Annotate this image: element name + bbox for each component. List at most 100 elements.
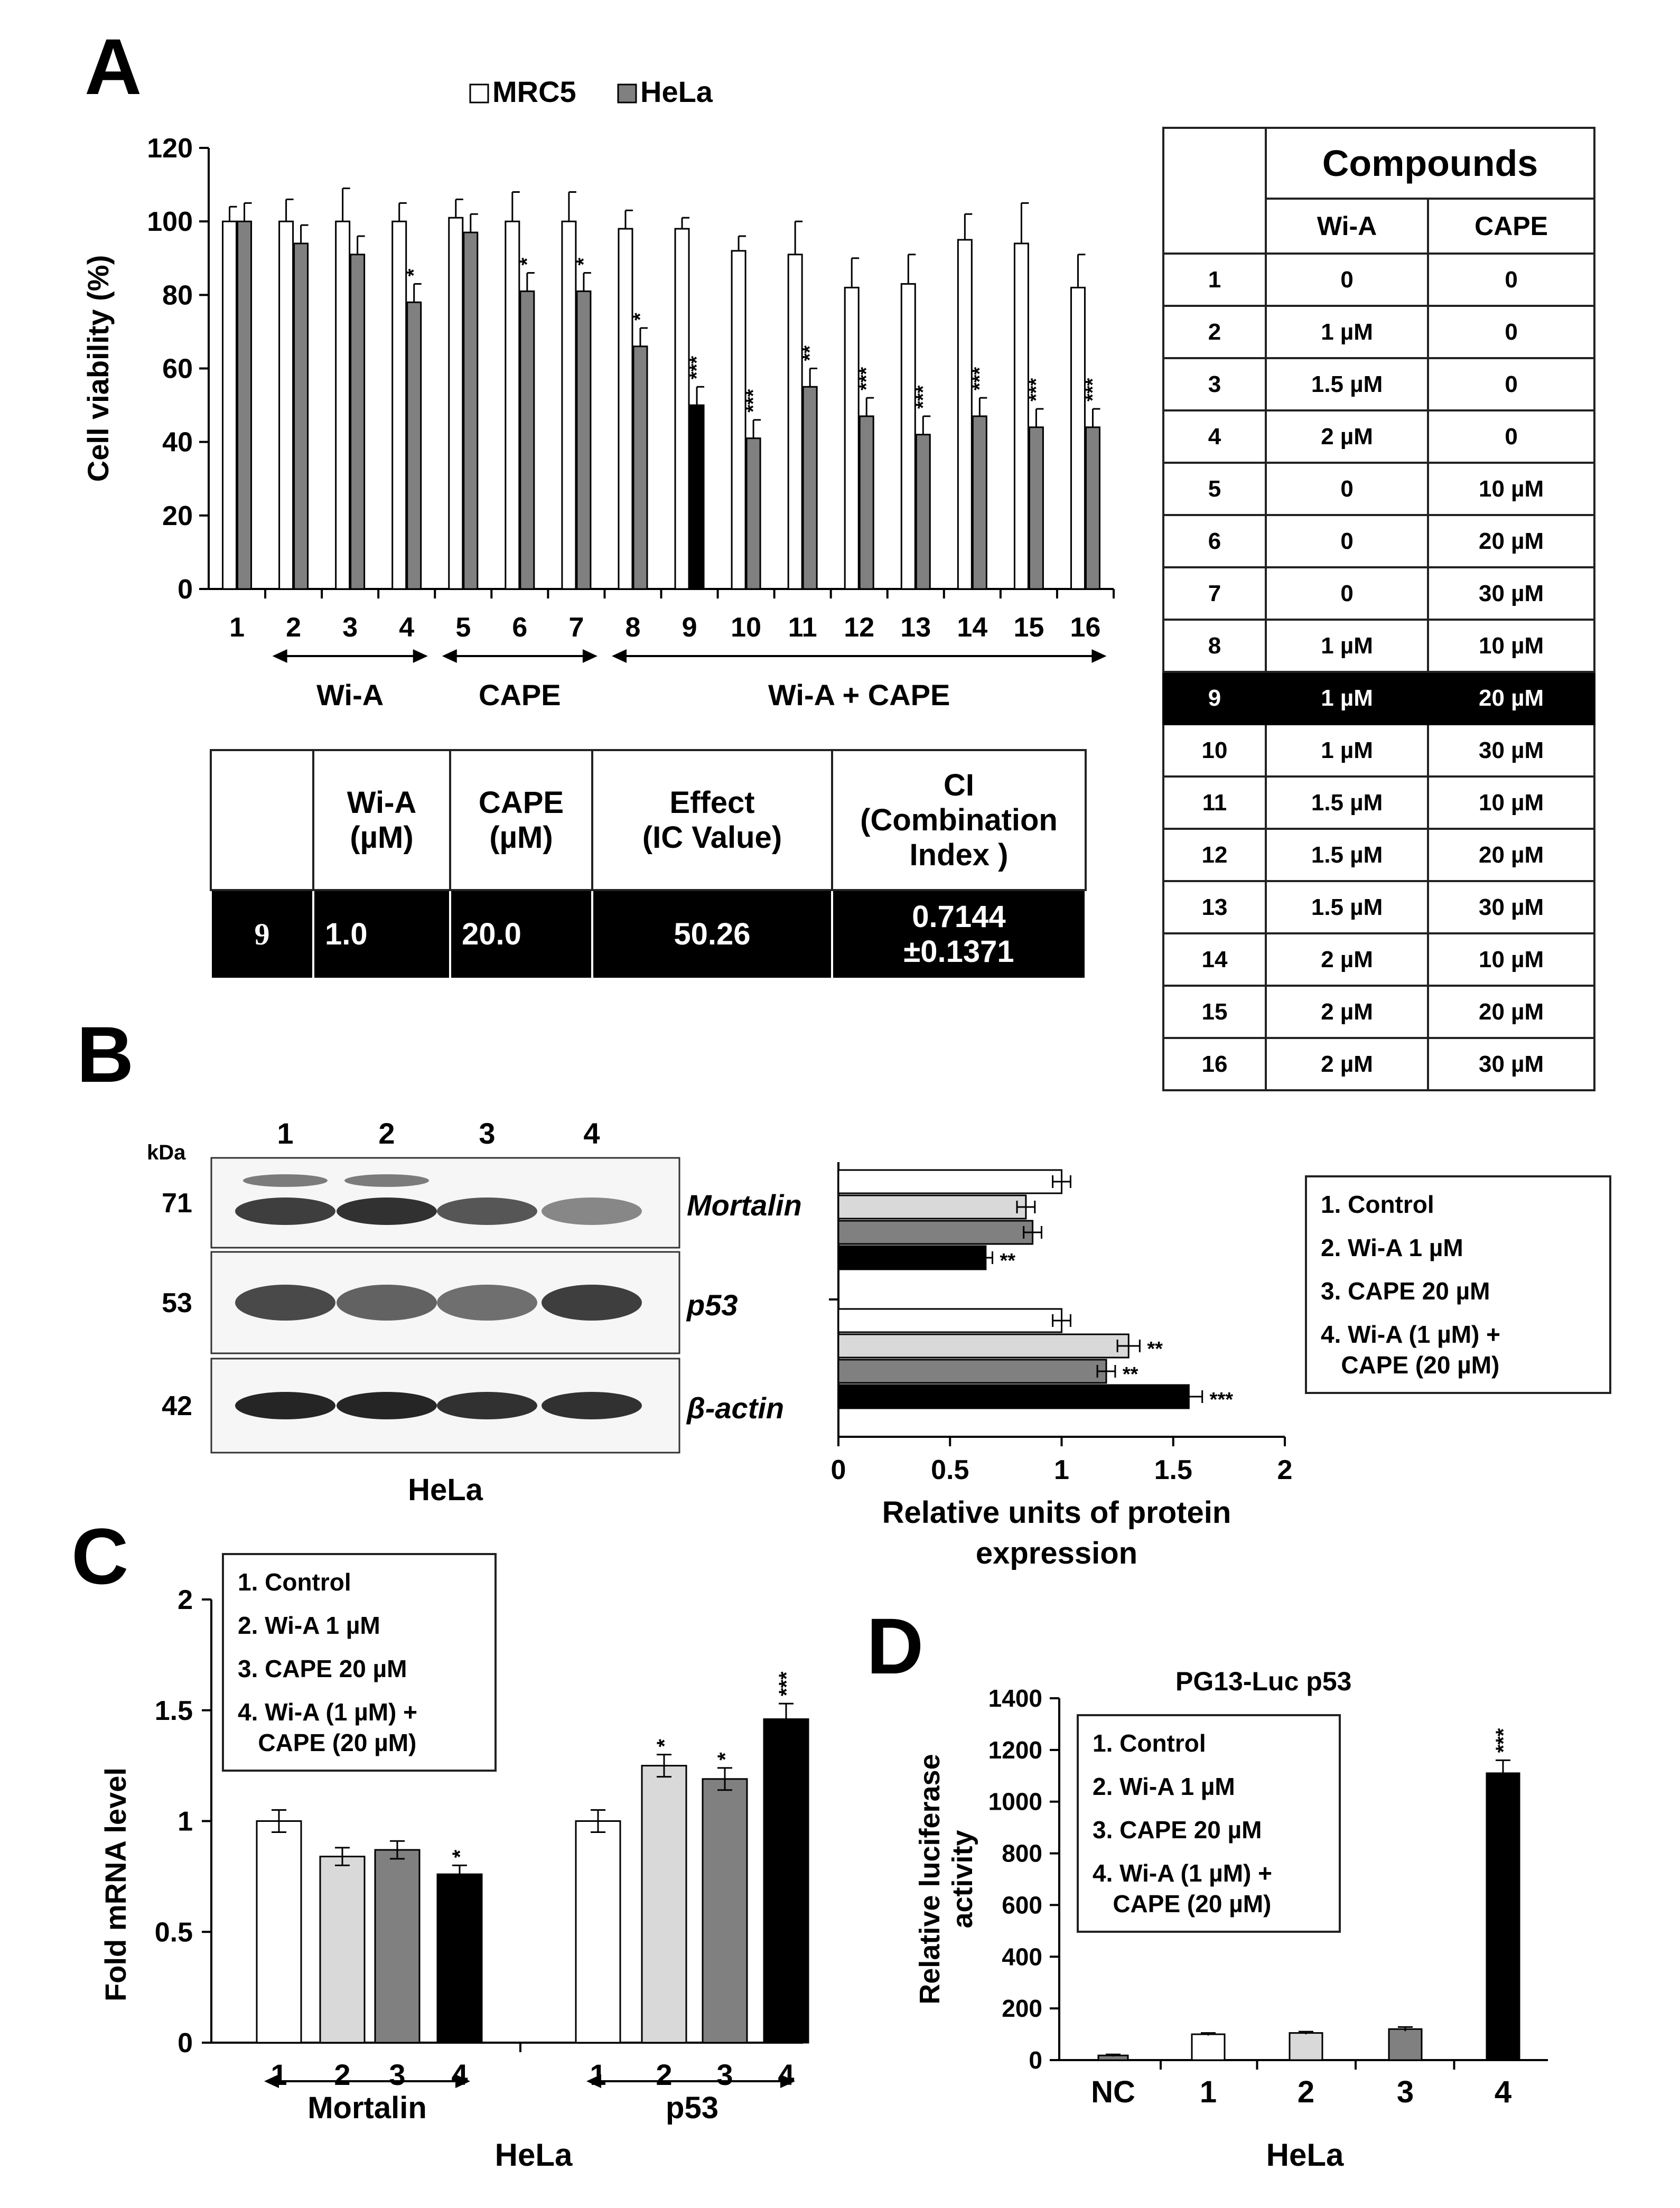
bar-b	[837, 1194, 1027, 1220]
y-tick-label-d: 1000	[988, 1788, 1042, 1816]
y-tick-label-a: 60	[162, 354, 193, 385]
bar-mrc5	[335, 220, 351, 590]
group-arrow-mortalin-head-right	[455, 2074, 470, 2088]
bar-mrc5	[278, 220, 294, 590]
significance-a: ***	[1081, 378, 1104, 401]
compound-number-cell: 2	[1162, 305, 1267, 359]
x-tick-label-a: 12	[844, 612, 874, 643]
y-axis-label-c: Fold mRNA level	[99, 1767, 132, 2001]
x-tick-label-c: 3	[389, 2058, 405, 2091]
bar-c	[374, 1849, 421, 2044]
y-tick-label-a: 40	[162, 427, 193, 458]
x-tick-label-a: 3	[342, 612, 358, 643]
x-tick-label-a: 11	[788, 612, 817, 643]
band-name-label: p53	[686, 1288, 738, 1322]
legend-d: 1. Control 2. Wi-A 1 µM 3. CAPE 20 µM 4. Wi…	[1077, 1714, 1341, 1933]
cape-dose-cell: 20 µM	[1427, 514, 1595, 568]
ci-value-ci-line2: ±0.1371	[903, 934, 1014, 969]
blot-band	[542, 1197, 642, 1225]
x-tick-label-a: 16	[1070, 612, 1101, 643]
significance-a: *	[516, 258, 538, 266]
group-arrow-mortalin-head-left	[264, 2074, 279, 2088]
ci-value-ci: 0.7144 ±0.1371	[831, 889, 1087, 980]
x-tick-label-c: 3	[716, 2058, 733, 2091]
group-label-mortalin: Mortalin	[307, 2091, 427, 2125]
significance-a: ***	[686, 356, 708, 380]
bar-d	[1486, 1772, 1520, 2061]
compounds-row: 11 1.5 µM 10 µM	[1162, 775, 1595, 830]
compounds-row: 13 1.5 µM 30 µM	[1162, 880, 1595, 934]
blot-band	[542, 1285, 642, 1321]
panel-label-a: A	[85, 22, 142, 111]
wia-dose-cell: 0	[1264, 252, 1430, 307]
bar-hela	[745, 437, 761, 590]
compound-number-cell: 5	[1162, 462, 1267, 516]
bar-c	[256, 1820, 302, 2044]
compound-number-cell: 1	[1162, 252, 1267, 307]
compound-number-cell: 4	[1162, 409, 1267, 464]
legend-item: 3. CAPE 20 µM	[1321, 1277, 1490, 1305]
significance-c: ***	[775, 1671, 798, 1696]
bar-hela	[802, 386, 818, 590]
x-tick-label-a: 5	[455, 612, 471, 643]
y-tick-label-a: 120	[147, 133, 193, 164]
blot-band	[437, 1285, 537, 1321]
legend-item: 1. Control	[1093, 1729, 1206, 1757]
panel-label-c: C	[71, 1512, 129, 1601]
x-tick-label-a: 14	[957, 612, 987, 643]
bar-hela	[519, 290, 535, 590]
ci-value-effect: 50.26	[591, 889, 833, 980]
cape-dose-cell: 10 µM	[1427, 775, 1595, 830]
compounds-title: Compounds	[1265, 127, 1595, 200]
significance-b: **	[1000, 1250, 1016, 1272]
band-name-label: β-actin	[686, 1391, 784, 1425]
blot-band	[235, 1197, 335, 1225]
wia-dose-cell: 0	[1264, 462, 1430, 516]
group-arrow-combo-head-left	[611, 649, 627, 663]
bar-hela	[858, 415, 874, 590]
x-tick-label-a: 1	[229, 612, 245, 643]
group-label-combo: Wi-A + CAPE	[768, 678, 950, 712]
bar-mrc5	[957, 239, 973, 590]
significance-b: ***	[1210, 1389, 1234, 1411]
wia-dose-cell: 2 µM	[1264, 932, 1430, 987]
x-tick-label-c: 4	[451, 2058, 468, 2091]
x-tick-label-a: 9	[682, 612, 697, 643]
western-blot: kDa 1 2 3 4 71 Mortalin 53 p53 42 β-actin HeLa	[147, 1117, 802, 1507]
compound-number-cell: 3	[1162, 357, 1267, 411]
significance-a: *	[573, 258, 595, 266]
group-arrow-wia-head-right	[413, 649, 428, 663]
bar-hela	[463, 231, 479, 590]
x-tick-label-b: 1	[1054, 1455, 1069, 1485]
ci-header-ci-line3: Index )	[909, 837, 1009, 872]
ci-header-effect: Effect (IC Value)	[591, 749, 833, 891]
wia-dose-cell: 1 µM	[1264, 619, 1430, 673]
blot-band	[337, 1197, 437, 1225]
y-tick-label-a: 20	[162, 501, 193, 531]
bar-b	[837, 1245, 987, 1270]
y-tick-label-d: 1200	[988, 1736, 1042, 1764]
compounds-col-wia: Wi-A	[1264, 198, 1430, 255]
bar-mrc5	[391, 220, 407, 590]
cape-dose-cell: 10 µM	[1427, 462, 1595, 516]
bar-d	[1289, 2032, 1323, 2061]
molecular-weight-label: 53	[162, 1288, 192, 1318]
blot-band	[235, 1392, 335, 1419]
bar-hela	[1085, 426, 1100, 590]
compound-number-cell: 10	[1162, 723, 1267, 778]
legend-item: 3. CAPE 20 µM	[1093, 1816, 1262, 1844]
bar-hela	[972, 415, 987, 590]
x-tick-label-a: 10	[731, 612, 761, 643]
blot-band-upper	[243, 1174, 328, 1187]
kda-label: kDa	[147, 1141, 186, 1164]
legend-b: 1. Control 2. Wi-A 1 µM 3. CAPE 20 µM 4. Wi…	[1305, 1175, 1611, 1394]
blot-band	[337, 1392, 437, 1419]
lane-label: 1	[277, 1117, 293, 1150]
compounds-row: 7 0 30 µM	[1162, 566, 1595, 621]
blot-band	[437, 1392, 537, 1419]
x-tick-label-d: NC	[1091, 2075, 1135, 2109]
y-tick-label-c: 1	[178, 1807, 193, 1837]
y-axis-label-d: Relative luciferase	[914, 1754, 946, 2004]
blot-band	[337, 1285, 437, 1321]
